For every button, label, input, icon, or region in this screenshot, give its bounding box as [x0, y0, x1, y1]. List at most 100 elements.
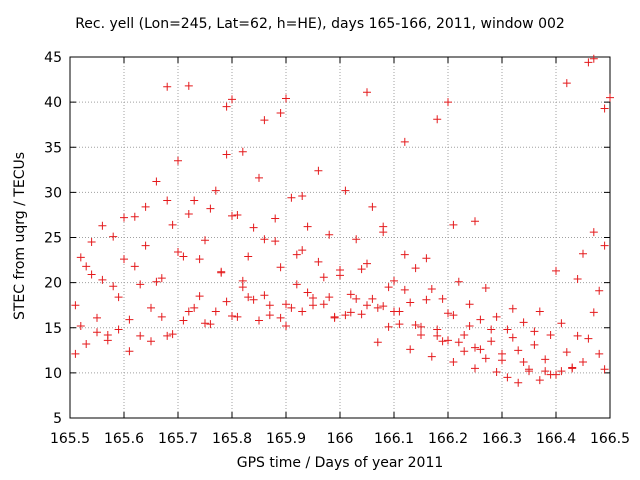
- data-point: [352, 235, 361, 244]
- data-point: [400, 285, 409, 294]
- data-point: [379, 302, 388, 311]
- grid: [70, 57, 610, 418]
- y-tick-label: 15: [44, 321, 62, 337]
- x-tick-label: 165.9: [266, 431, 306, 447]
- data-point: [449, 311, 458, 320]
- data-point: [336, 271, 344, 280]
- data-point: [184, 210, 193, 219]
- data-point: [346, 290, 355, 299]
- data-point: [271, 214, 280, 223]
- data-point: [568, 364, 577, 373]
- data-point: [249, 295, 258, 304]
- data-point: [519, 318, 528, 327]
- axis-ticks: 165.5 165.6 165.7 165.8 165.9 166 166.1 166.2 16…: [44, 50, 630, 447]
- data-point: [163, 82, 172, 91]
- data-point: [541, 355, 550, 364]
- data-point: [238, 283, 247, 292]
- data-point: [557, 367, 566, 376]
- data-point: [508, 304, 517, 313]
- data-point: [422, 254, 431, 263]
- data-point: [562, 79, 571, 88]
- data-point: [157, 312, 166, 321]
- data-point: [476, 315, 485, 324]
- data-point: [546, 330, 555, 339]
- data-point: [368, 294, 377, 303]
- data-point: [287, 303, 296, 312]
- data-point: [481, 284, 490, 293]
- data-point: [427, 352, 436, 361]
- y-tick-label: 20: [44, 276, 62, 292]
- data-point: [449, 358, 458, 367]
- data-point: [417, 322, 425, 331]
- data-point: [454, 338, 463, 347]
- data-point: [584, 334, 593, 343]
- data-point: [433, 331, 442, 340]
- data-points: [71, 55, 614, 387]
- data-point: [530, 340, 539, 349]
- y-tick-label: 5: [53, 411, 62, 427]
- data-point: [357, 265, 366, 274]
- data-point: [228, 211, 236, 220]
- data-point: [76, 321, 85, 330]
- y-axis-label: STEC from uqrg / TECUs: [12, 151, 28, 321]
- data-point: [287, 193, 296, 202]
- data-point: [82, 339, 91, 348]
- data-point: [487, 325, 496, 334]
- data-point: [244, 252, 253, 261]
- y-tick-label: 40: [44, 95, 62, 111]
- data-point: [519, 358, 528, 367]
- data-point: [600, 104, 609, 113]
- chart-title: Rec. yell (Lon=245, Lat=62, h=HE), days …: [75, 16, 565, 32]
- data-point: [503, 325, 512, 334]
- data-point: [314, 257, 323, 266]
- data-point: [98, 221, 107, 230]
- data-point: [255, 316, 263, 325]
- data-point: [352, 294, 361, 303]
- y-tick-label: 25: [44, 231, 62, 247]
- data-point: [400, 137, 409, 146]
- data-point: [184, 307, 193, 316]
- data-point: [341, 186, 350, 195]
- data-point: [595, 349, 604, 358]
- data-point: [390, 276, 398, 285]
- data-point: [460, 330, 469, 339]
- data-point: [411, 321, 420, 330]
- data-point: [82, 262, 91, 271]
- data-point: [260, 116, 269, 125]
- data-point: [557, 319, 566, 328]
- data-point: [471, 343, 479, 352]
- data-point: [427, 284, 436, 293]
- data-point: [190, 196, 199, 205]
- x-tick-label: 165.7: [158, 431, 198, 447]
- data-point: [465, 321, 474, 330]
- data-point: [325, 230, 334, 239]
- data-point: [395, 320, 404, 329]
- data-point: [233, 210, 242, 219]
- data-point: [217, 267, 226, 276]
- data-point: [244, 293, 253, 302]
- data-point: [471, 364, 479, 373]
- x-tick-label: 166.3: [482, 431, 522, 447]
- data-point: [265, 301, 274, 310]
- data-point: [93, 313, 101, 322]
- data-point: [238, 147, 247, 156]
- data-point: [368, 202, 377, 211]
- data-point: [228, 312, 236, 321]
- data-point: [384, 322, 393, 331]
- data-point: [535, 307, 544, 316]
- data-point: [363, 301, 371, 310]
- data-point: [492, 312, 501, 321]
- data-point: [71, 301, 80, 310]
- data-point: [438, 294, 447, 303]
- data-point: [249, 223, 258, 232]
- data-point: [98, 275, 107, 284]
- data-point: [589, 54, 598, 63]
- data-point: [411, 264, 420, 273]
- data-point: [541, 367, 550, 376]
- data-point: [498, 349, 506, 358]
- data-point: [174, 247, 182, 256]
- data-point: [190, 303, 199, 312]
- data-point: [136, 280, 145, 289]
- data-point: [211, 186, 220, 195]
